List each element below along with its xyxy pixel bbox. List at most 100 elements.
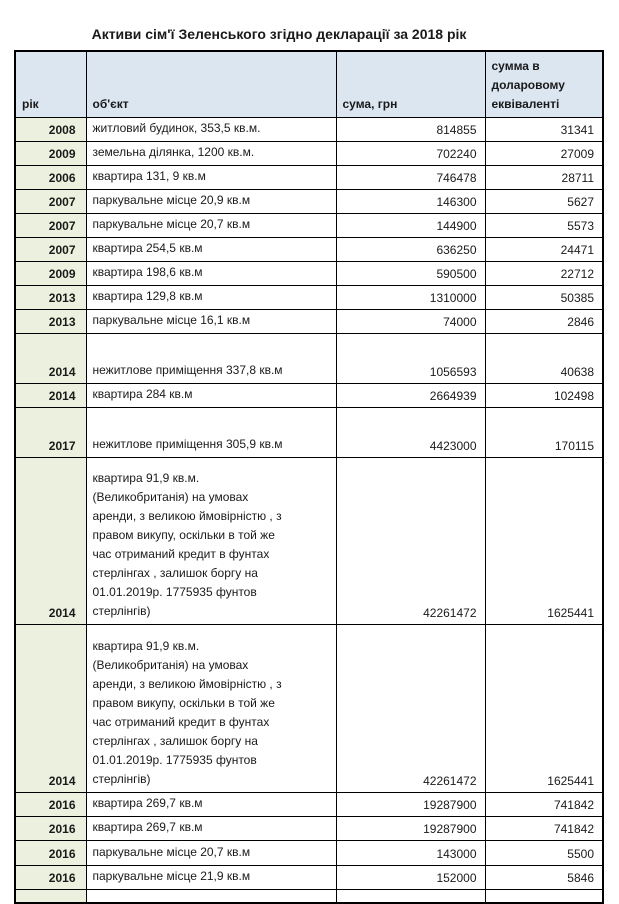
usd-cell: 5846 bbox=[484, 864, 604, 890]
uah-cell: 74000 bbox=[335, 308, 486, 334]
object-cell: паркувальне місце 20,7 кв.м bbox=[85, 212, 337, 238]
year-cell: 2007 bbox=[14, 212, 87, 238]
object-cell: паркувальне місце 21,9 кв.м bbox=[85, 864, 337, 890]
usd-cell: 102498 bbox=[484, 382, 604, 408]
uah-cell: 19287900 bbox=[335, 791, 486, 817]
object-cell: квартира 284 кв.м bbox=[85, 382, 337, 408]
table-row: 2016 паркувальне місце 20,7 кв.м 143000 550… bbox=[14, 839, 604, 866]
table-row-partial bbox=[14, 888, 604, 904]
usd-cell: 40638 bbox=[484, 332, 604, 384]
object-cell: паркувальне місце 20,7 кв.м bbox=[85, 839, 337, 866]
year-cell: 2014 bbox=[14, 332, 87, 384]
usd-cell: 5573 bbox=[484, 212, 604, 238]
uah-cell: 1310000 bbox=[335, 284, 486, 310]
usd-cell: 1625441 bbox=[484, 456, 604, 625]
uah-cell: 1056593 bbox=[335, 332, 486, 384]
year-cell: 2014 bbox=[14, 382, 87, 408]
uah-cell: 636250 bbox=[335, 236, 486, 262]
object-cell: квартира 91,9 кв.м. (Великобританія) на … bbox=[85, 456, 337, 625]
table-title: Активи сім'ї Зеленського згідно декларац… bbox=[91, 26, 467, 42]
year-cell: 2013 bbox=[14, 308, 87, 334]
usd-cell: 24471 bbox=[484, 236, 604, 262]
object-cell: квартира 198,6 кв.м bbox=[85, 260, 337, 286]
year-cell: 2008 bbox=[14, 116, 87, 142]
uah-cell: 152000 bbox=[335, 864, 486, 890]
table-row: 2014 нежитлове приміщення 337,8 кв.м 10565… bbox=[14, 332, 604, 384]
usd-cell: 1625441 bbox=[484, 623, 604, 793]
year-cell: 2007 bbox=[14, 236, 87, 262]
uah-cell: 590500 bbox=[335, 260, 486, 286]
object-cell: квартира 269,7 кв.м bbox=[85, 791, 337, 817]
year-cell: 2009 bbox=[14, 140, 87, 166]
object-cell: нежитлове приміщення 305,9 кв.м bbox=[85, 406, 337, 458]
table-row: 2016 паркувальне місце 21,9 кв.м 152000 584… bbox=[14, 864, 604, 890]
year-cell: 2014 bbox=[14, 623, 87, 793]
table-row: 2007 паркувальне місце 20,9 кв.м 146300 562… bbox=[14, 188, 604, 214]
usd-cell: 2846 bbox=[484, 308, 604, 334]
table-row: 2009 земельна ділянка, 1200 кв.м. 702240 27… bbox=[14, 140, 604, 166]
usd-cell: 741842 bbox=[484, 791, 604, 817]
year-cell: 2009 bbox=[14, 260, 87, 286]
year-cell: 2016 bbox=[14, 864, 87, 890]
table-row: 2006 квартира 131, 9 кв.м 746478 28711 bbox=[14, 164, 604, 190]
uah-cell: 2664939 bbox=[335, 382, 486, 408]
table-row: 2013 квартира 129,8 кв.м 1310000 50385 bbox=[14, 284, 604, 310]
table-row: 2014 квартира 284 кв.м 2664939 102498 bbox=[14, 382, 604, 408]
year-cell: 2007 bbox=[14, 188, 87, 214]
usd-cell: 5500 bbox=[484, 839, 604, 866]
object-cell: житловий будинок, 353,5 кв.м. bbox=[85, 116, 337, 142]
table-row: 2017 нежитлове приміщення 305,9 кв.м 44230… bbox=[14, 406, 604, 458]
object-cell: паркувальне місце 20,9 кв.м bbox=[85, 188, 337, 214]
usd-cell: 27009 bbox=[484, 140, 604, 166]
empty-cell bbox=[85, 888, 337, 904]
object-cell: квартира 254,5 кв.м bbox=[85, 236, 337, 262]
uah-cell: 42261472 bbox=[335, 623, 486, 793]
year-cell: 2016 bbox=[14, 815, 87, 841]
object-cell: паркувальне місце 16,1 кв.м bbox=[85, 308, 337, 334]
usd-cell: 22712 bbox=[484, 260, 604, 286]
year-cell: 2017 bbox=[14, 406, 87, 458]
table-row: 2014 квартира 91,9 кв.м. (Великобританія)… bbox=[14, 623, 604, 793]
uah-cell: 144900 bbox=[335, 212, 486, 238]
year-cell: 2016 bbox=[14, 791, 87, 817]
object-cell: квартира 269,7 кв.м bbox=[85, 815, 337, 841]
object-cell: квартира 131, 9 кв.м bbox=[85, 164, 337, 190]
uah-cell: 814855 bbox=[335, 116, 486, 142]
year-cell: 2016 bbox=[14, 839, 87, 866]
table-row: 2009 квартира 198,6 кв.м 590500 22712 bbox=[14, 260, 604, 286]
table-row: 2016 квартира 269,7 кв.м 19287900 741842 bbox=[14, 815, 604, 841]
year-cell: 2006 bbox=[14, 164, 87, 190]
usd-cell: 28711 bbox=[484, 164, 604, 190]
empty-cell bbox=[14, 888, 87, 904]
table-row: 2014 квартира 91,9 кв.м. (Великобританія)… bbox=[14, 456, 604, 625]
table-row: 2013 паркувальне місце 16,1 кв.м 74000 2846 bbox=[14, 308, 604, 334]
usd-cell: 31341 bbox=[484, 116, 604, 142]
usd-cell: 5627 bbox=[484, 188, 604, 214]
uah-cell: 746478 bbox=[335, 164, 486, 190]
empty-cell bbox=[335, 888, 486, 904]
column-header-year: рік bbox=[14, 50, 87, 118]
table-body: 2008 житловий будинок, 353,5 кв.м. 814855 3… bbox=[14, 116, 604, 904]
column-header-sum-uah: сума, грн bbox=[335, 50, 486, 118]
uah-cell: 19287900 bbox=[335, 815, 486, 841]
object-cell: нежитлове приміщення 337,8 кв.м bbox=[85, 332, 337, 384]
uah-cell: 702240 bbox=[335, 140, 486, 166]
object-cell: земельна ділянка, 1200 кв.м. bbox=[85, 140, 337, 166]
assets-table: рік об'єкт сума, грн сумма в доларовому … bbox=[14, 50, 604, 904]
column-header-sum-usd: сумма в доларовому еквіваленті bbox=[484, 50, 604, 118]
table-row: 2007 квартира 254,5 кв.м 636250 24471 bbox=[14, 236, 604, 262]
uah-cell: 42261472 bbox=[335, 456, 486, 625]
usd-cell: 50385 bbox=[484, 284, 604, 310]
uah-cell: 146300 bbox=[335, 188, 486, 214]
table-row: 2007 паркувальне місце 20,7 кв.м 144900 557… bbox=[14, 212, 604, 238]
usd-cell: 170115 bbox=[484, 406, 604, 458]
page: Активи сім'ї Зеленського згідно декларац… bbox=[14, 26, 604, 904]
usd-cell: 741842 bbox=[484, 815, 604, 841]
header-row: рік об'єкт сума, грн сумма в доларовому … bbox=[14, 50, 604, 118]
object-cell: квартира 129,8 кв.м bbox=[85, 284, 337, 310]
table-row: 2008 житловий будинок, 353,5 кв.м. 814855 3… bbox=[14, 116, 604, 142]
table-row: 2016 квартира 269,7 кв.м 19287900 741842 bbox=[14, 791, 604, 817]
empty-cell bbox=[484, 888, 604, 904]
object-cell: квартира 91,9 кв.м. (Великобританія) на … bbox=[85, 623, 337, 793]
year-cell: 2013 bbox=[14, 284, 87, 310]
